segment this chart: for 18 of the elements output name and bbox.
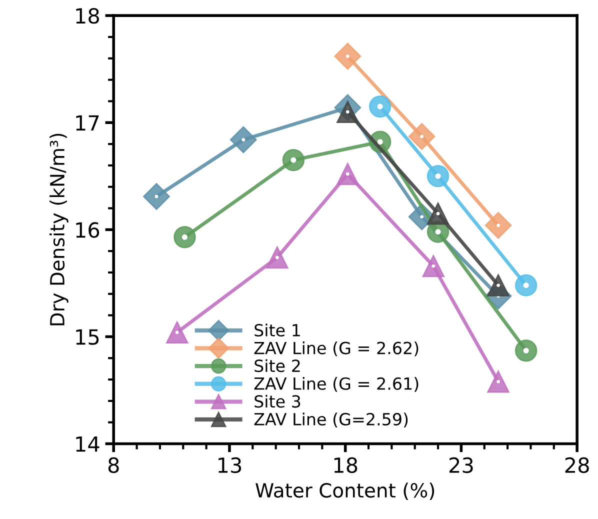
x-tick-label: 23 bbox=[449, 457, 473, 474]
y-tick-label: 14 bbox=[76, 436, 100, 452]
legend-label: Site 3 bbox=[254, 394, 300, 408]
y-tick-label: 16 bbox=[76, 222, 100, 238]
y-tick-label: 15 bbox=[76, 329, 99, 345]
y-axis-title: Dry Density (kN/m³) bbox=[50, 134, 68, 326]
x-tick-label: 8 bbox=[108, 457, 119, 474]
legend-label: Site 1 bbox=[254, 324, 300, 337]
x-axis-title: Water Content (%) bbox=[256, 482, 434, 500]
y-tick-label: 17 bbox=[76, 115, 99, 131]
y-tick-label: 18 bbox=[76, 8, 99, 24]
legend-label: Site 2 bbox=[254, 359, 300, 372]
legend-label: ZAV Line (G=2.59) bbox=[254, 412, 408, 428]
x-tick-label: 28 bbox=[565, 457, 589, 474]
legend-label: ZAV Line (G = 2.62) bbox=[254, 341, 418, 356]
x-tick-label: 18 bbox=[334, 457, 358, 474]
x-tick-label: 13 bbox=[218, 457, 242, 474]
legend-label: ZAV Line (G = 2.61) bbox=[254, 377, 418, 392]
